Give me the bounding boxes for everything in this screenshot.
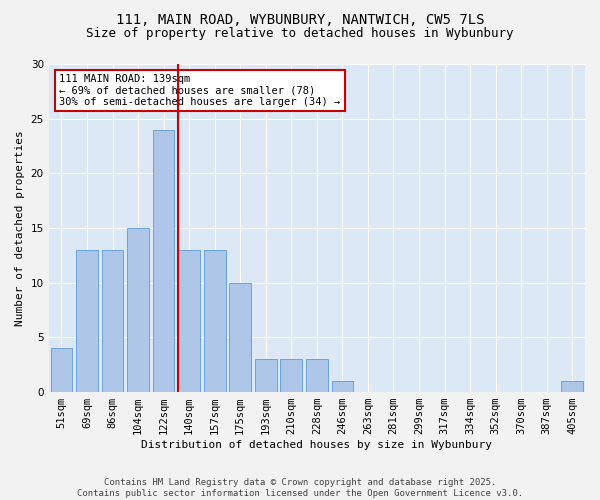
- Text: Size of property relative to detached houses in Wybunbury: Size of property relative to detached ho…: [86, 28, 514, 40]
- Y-axis label: Number of detached properties: Number of detached properties: [15, 130, 25, 326]
- Bar: [153, 130, 175, 392]
- Bar: [178, 250, 200, 392]
- Text: 111, MAIN ROAD, WYBUNBURY, NANTWICH, CW5 7LS: 111, MAIN ROAD, WYBUNBURY, NANTWICH, CW5…: [116, 12, 484, 26]
- Bar: [332, 381, 353, 392]
- Bar: [204, 250, 226, 392]
- Bar: [127, 228, 149, 392]
- Bar: [562, 381, 583, 392]
- Bar: [280, 360, 302, 392]
- Bar: [229, 282, 251, 392]
- Bar: [101, 250, 124, 392]
- Text: 111 MAIN ROAD: 139sqm
← 69% of detached houses are smaller (78)
30% of semi-deta: 111 MAIN ROAD: 139sqm ← 69% of detached …: [59, 74, 341, 107]
- Text: Contains HM Land Registry data © Crown copyright and database right 2025.
Contai: Contains HM Land Registry data © Crown c…: [77, 478, 523, 498]
- Bar: [255, 360, 277, 392]
- Bar: [50, 348, 72, 392]
- X-axis label: Distribution of detached houses by size in Wybunbury: Distribution of detached houses by size …: [142, 440, 493, 450]
- Bar: [306, 360, 328, 392]
- Bar: [76, 250, 98, 392]
